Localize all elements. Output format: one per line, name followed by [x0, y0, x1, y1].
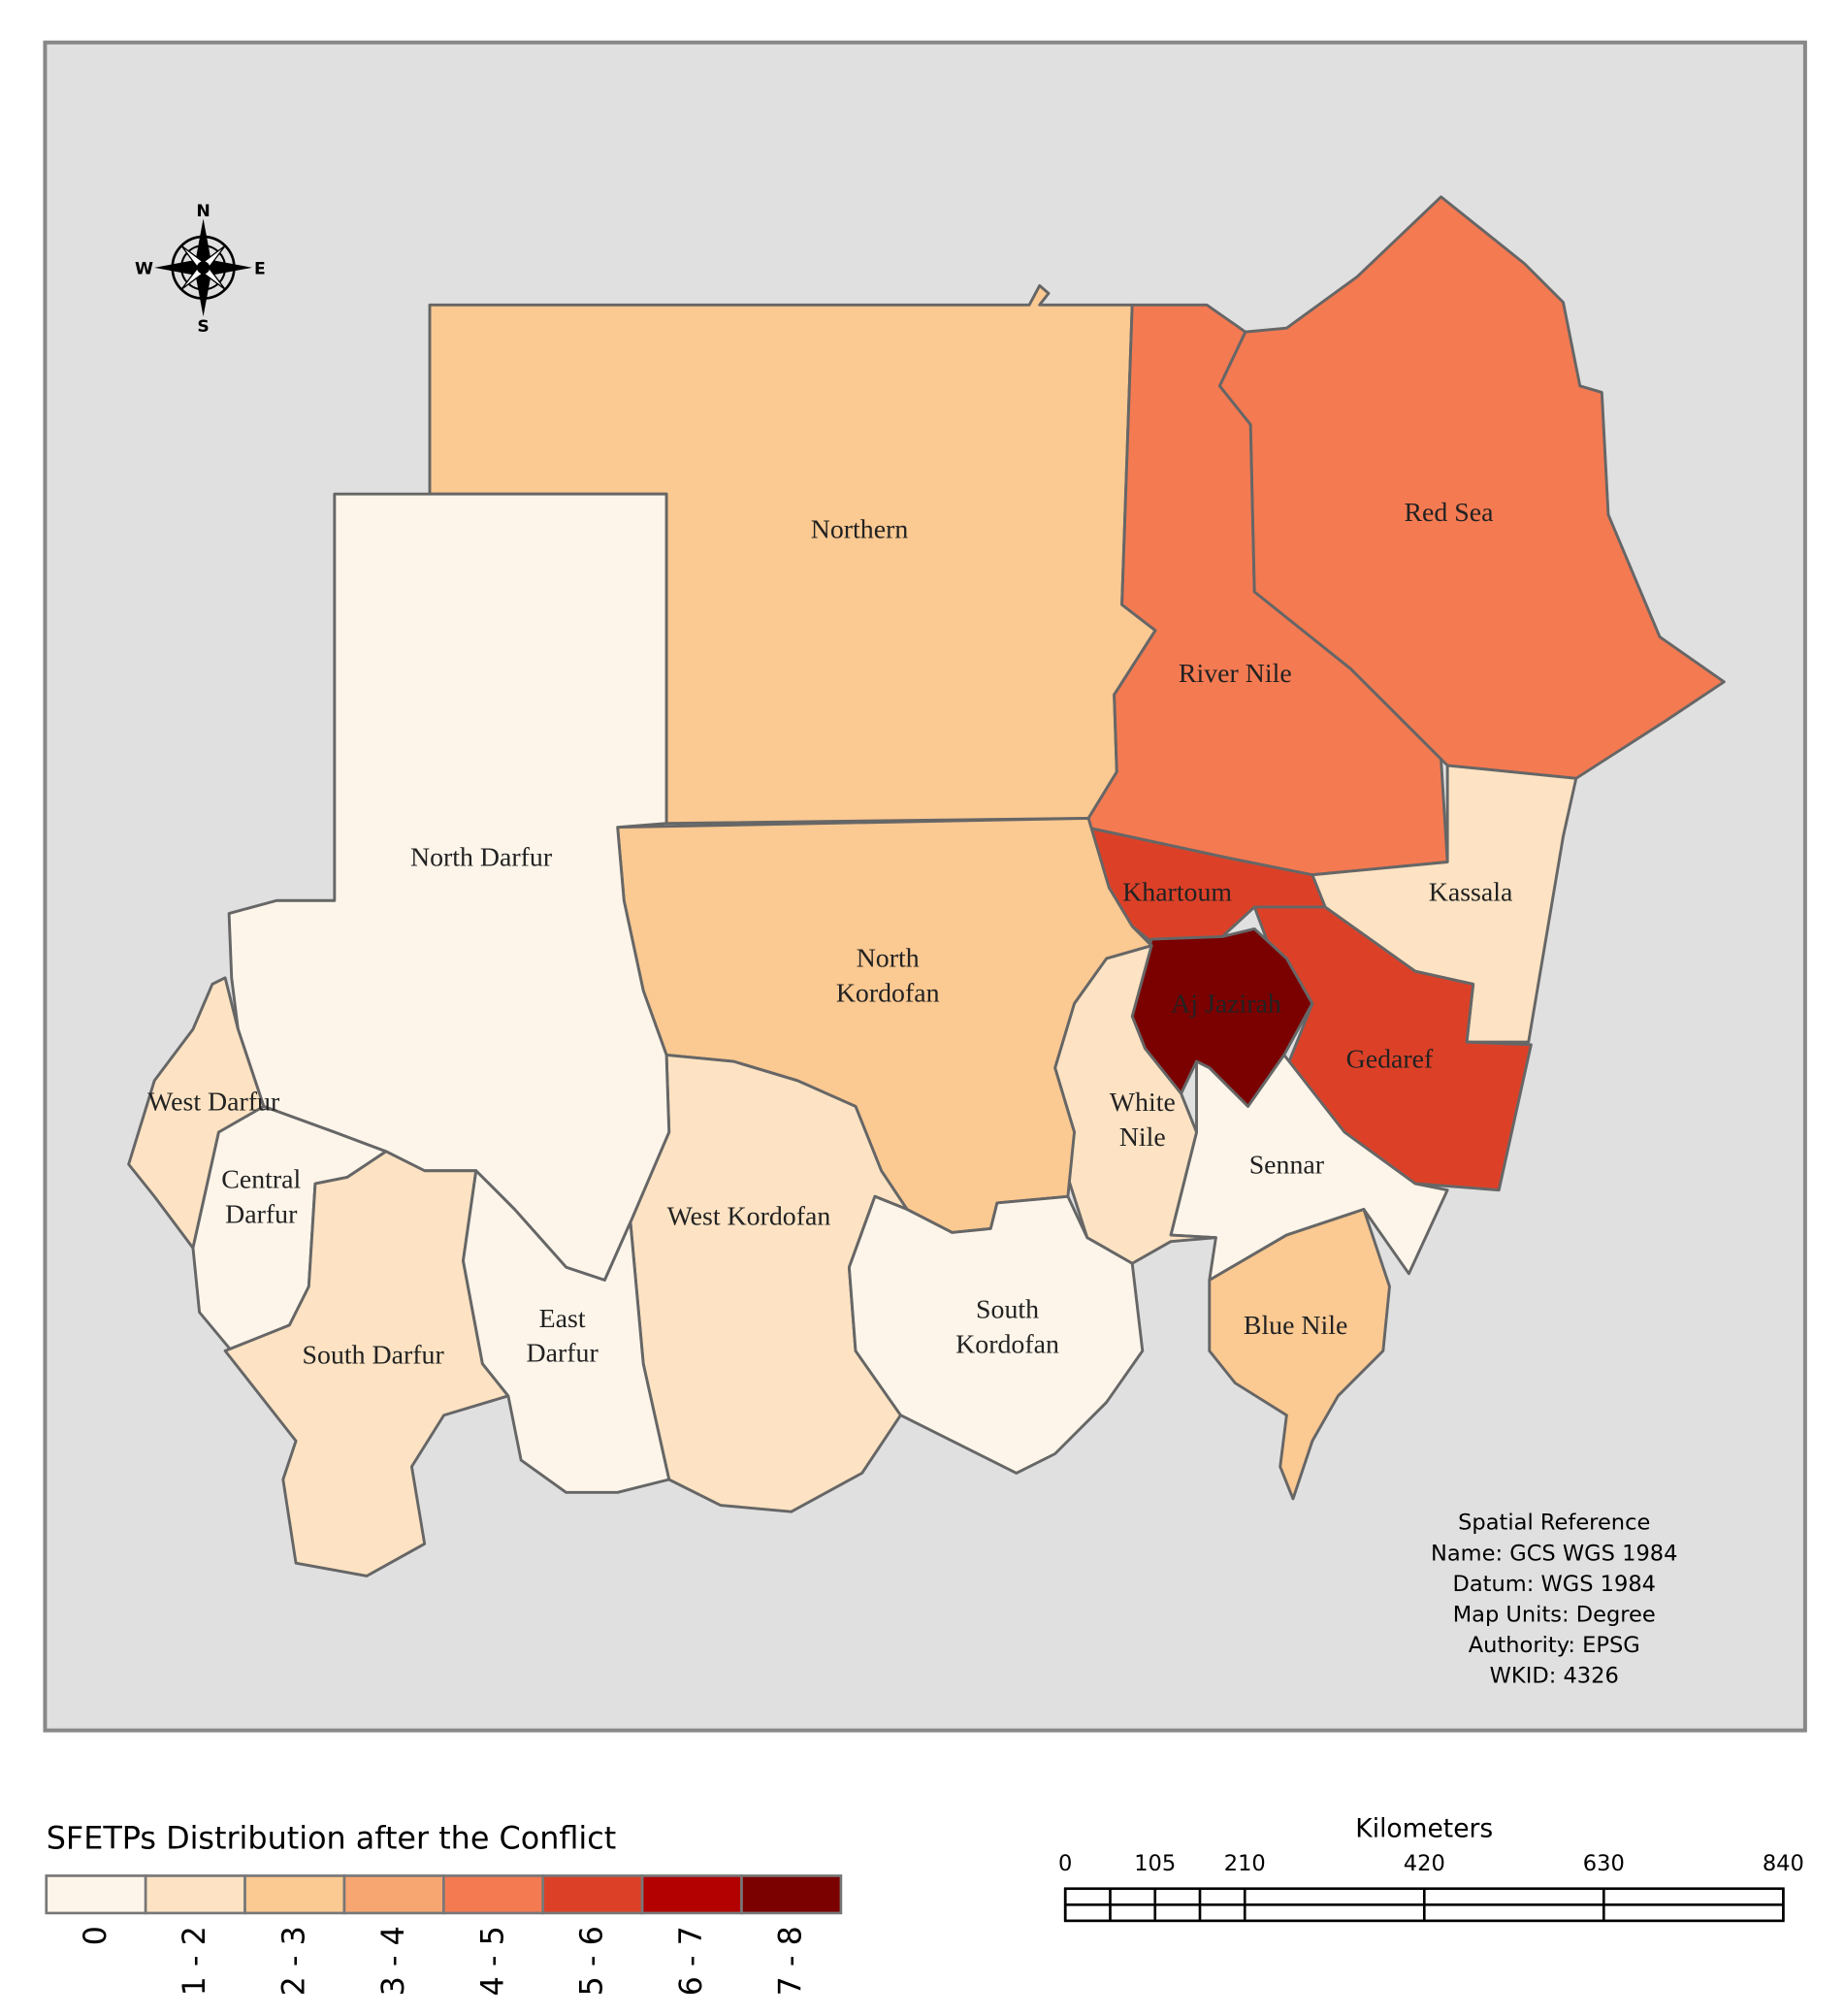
region-label: Central [221, 1165, 301, 1195]
spatial-reference-line: Spatial Reference [1458, 1511, 1650, 1536]
legend-label: 2 - 3 [275, 1926, 312, 1996]
legend-label: 1 - 2 [176, 1926, 212, 1996]
legend-label: 0 [77, 1926, 113, 1945]
compass-e: E [254, 259, 266, 278]
region-label: Gedaref [1346, 1045, 1434, 1075]
legend-label: 7 - 8 [772, 1926, 809, 1996]
spatial-reference-line: WKID: 4326 [1490, 1664, 1619, 1689]
region-label: Darfur [225, 1199, 298, 1229]
legend-swatch [144, 1874, 246, 1915]
region-label: Kassala [1429, 877, 1513, 907]
regions [127, 195, 1726, 1577]
region [127, 976, 266, 1250]
legend-swatch [640, 1874, 743, 1915]
legend-swatch [740, 1874, 843, 1915]
region [462, 1169, 671, 1494]
region [1208, 1208, 1391, 1501]
region [1217, 195, 1726, 780]
legend-swatch [442, 1874, 545, 1915]
region [847, 1194, 1145, 1475]
region-label: North [857, 944, 920, 974]
region-label: Red Sea [1404, 498, 1493, 528]
scale-unit: Kilometers [1355, 1814, 1493, 1844]
spatial-reference-line: Name: GCS WGS 1984 [1431, 1541, 1677, 1566]
region-label: West Kordofan [667, 1201, 831, 1231]
compass-w: W [135, 259, 153, 278]
region [223, 1150, 510, 1577]
spatial-reference-line: Authority: EPSG [1469, 1633, 1640, 1658]
scale-label: 210 [1224, 1851, 1266, 1876]
legend-swatch [45, 1874, 147, 1915]
region-label: South [976, 1295, 1039, 1325]
compass-s: S [197, 317, 209, 337]
scale-label: 105 [1134, 1851, 1176, 1876]
region-label: East [539, 1304, 586, 1334]
spatial-reference-line: Map Units: Degree [1453, 1602, 1656, 1627]
spatial-reference: Spatial Reference Name: GCS WGS 1984 Datum… [1431, 1511, 1677, 1689]
scale-label: 840 [1763, 1851, 1804, 1876]
legend-label: 4 - 5 [473, 1926, 510, 1996]
compass-n: N [196, 202, 210, 221]
legend-label: 3 - 4 [374, 1926, 411, 1996]
legend: 0 1 - 2 2 - 3 3 - 4 4 - 5 5 - 6 6 - 7 7 - 8 [45, 1874, 843, 1996]
legend-label: 5 - 6 [573, 1926, 610, 1996]
region-label: Darfur [527, 1339, 599, 1369]
region-label: Northern [811, 514, 909, 544]
region-label: Blue Nile [1244, 1311, 1348, 1341]
region-label: West Darfur [147, 1087, 280, 1117]
region-label: Aj Jazirah [1171, 990, 1281, 1020]
spatial-reference-line: Datum: WGS 1984 [1452, 1572, 1656, 1597]
legend-title: SFETPs Distribution after the Conflict [47, 1820, 616, 1857]
scale-label: 0 [1058, 1851, 1072, 1876]
legend-swatch [243, 1874, 346, 1915]
region-label: Sennar [1249, 1150, 1325, 1180]
region-label: Kordofan [836, 978, 940, 1008]
region-label: Nile [1119, 1122, 1166, 1153]
legend-label: 6 - 7 [672, 1926, 709, 1996]
region-label: River Nile [1179, 659, 1292, 689]
compass: N S W E [135, 202, 266, 337]
region-label: North Darfur [410, 842, 553, 872]
compass-center [196, 261, 210, 275]
legend-swatch [342, 1874, 445, 1915]
region-label: South Darfur [303, 1341, 445, 1371]
region-label: White [1110, 1088, 1176, 1118]
scale-bar: 0 105 210 420 630 840 [1058, 1851, 1804, 1923]
region-labels: Northern River Nile Red Sea Kassala Khartoum… [147, 498, 1512, 1371]
scale-label: 630 [1583, 1851, 1625, 1876]
region-label: Kordofan [955, 1329, 1059, 1359]
scale-label: 420 [1404, 1851, 1445, 1876]
region-label: Khartoum [1122, 877, 1232, 907]
legend-swatch [541, 1874, 644, 1915]
